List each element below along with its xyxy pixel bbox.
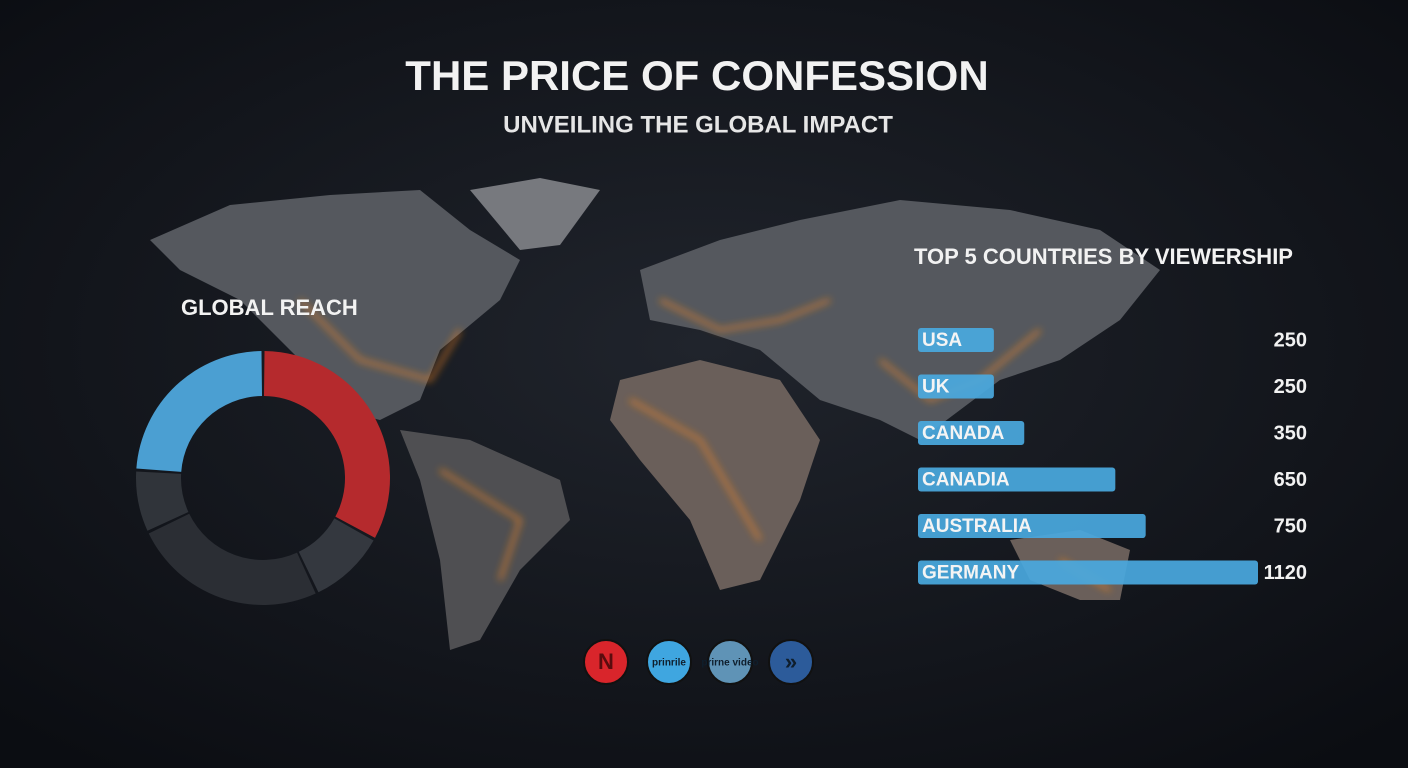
bar [918, 421, 1025, 445]
bar-label: AUSTRALIA [922, 516, 1032, 537]
bar-title: TOP 5 COUNTRIES BY VIEWERSHIP [914, 244, 1293, 269]
title: THE PRICE OF CONFESSION [405, 52, 988, 99]
donut-segment [298, 518, 374, 593]
donut-segment [148, 513, 316, 605]
value-label: 650 [1274, 469, 1307, 491]
value-label: 1120 [1264, 562, 1307, 584]
bar-label: CANADA [922, 423, 1005, 444]
bar-chart: USA 250 UK 250 CANADA 350 CANADIA 650 AUSTRALIA 7… [918, 328, 1307, 585]
bar [918, 328, 994, 352]
donut-chart [136, 351, 390, 605]
value-label: 350 [1274, 422, 1307, 444]
value-label: 750 [1274, 515, 1307, 537]
platform-label: prinrile [652, 658, 686, 669]
donut-title: GLOBAL REACH [181, 295, 358, 320]
bar-label: CANADIA [922, 470, 1010, 491]
donut-segment [136, 471, 189, 531]
value-label: 250 [1274, 329, 1307, 351]
bar-label: USA [922, 330, 962, 351]
platform-label: » [785, 649, 797, 674]
platform-icon[interactable] [646, 639, 692, 685]
bar [918, 374, 994, 399]
bar [918, 560, 1258, 585]
bar-label: UK [922, 377, 950, 398]
platform-label: prirne video [701, 658, 758, 669]
donut-segment [263, 351, 390, 538]
donut-segment [136, 351, 263, 472]
subtitle: UNVEILING THE GLOBAL IMPACT [503, 111, 893, 138]
bar-label: GERMANY [922, 563, 1019, 584]
value-label: 250 [1274, 376, 1307, 398]
bar [918, 467, 1116, 492]
platform-icon[interactable] [583, 639, 629, 685]
platform-label: N [598, 649, 614, 674]
platform-icon[interactable] [768, 639, 814, 685]
bar [918, 514, 1146, 538]
platform-icon[interactable] [707, 639, 753, 685]
